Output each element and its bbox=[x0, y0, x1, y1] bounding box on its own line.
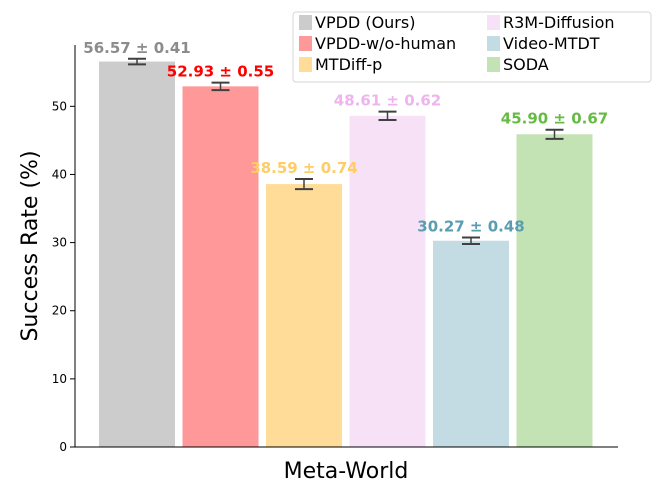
legend-frame bbox=[292, 11, 652, 83]
legend-label: Video-MTDT bbox=[503, 34, 600, 53]
bar-value-label: 38.59 ± 0.74 bbox=[250, 159, 357, 177]
bar-value-label: 56.57 ± 0.41 bbox=[83, 39, 190, 57]
y-tick-label: 30 bbox=[52, 236, 67, 250]
y-tick-label: 20 bbox=[52, 304, 67, 318]
legend-label: SODA bbox=[503, 55, 549, 74]
y-ticks-group: 0 10 20 30 40 50 bbox=[52, 99, 75, 454]
bar-value-label: 45.90 ± 0.67 bbox=[501, 110, 608, 128]
legend-swatch bbox=[487, 15, 500, 30]
y-tick-label: 50 bbox=[52, 99, 67, 113]
legend-label: VPDD (Ours) bbox=[315, 13, 415, 32]
y-tick-label: 10 bbox=[52, 372, 67, 386]
legend: VPDD (Ours) VPDD-w/o-human MTDiff-p R3M-Dif… bbox=[292, 11, 652, 83]
legend-label: VPDD-w/o-human bbox=[315, 34, 456, 53]
bar-value-label: 30.27 ± 0.48 bbox=[417, 217, 524, 235]
bar bbox=[266, 184, 342, 447]
bar-value-label: 52.93 ± 0.55 bbox=[167, 63, 274, 81]
bars-group bbox=[99, 61, 593, 448]
legend-label: R3M-Diffusion bbox=[503, 13, 615, 32]
bar bbox=[433, 240, 509, 447]
legend-swatch bbox=[299, 57, 312, 72]
y-tick-label: 40 bbox=[52, 167, 67, 181]
bar bbox=[182, 86, 259, 447]
legend-swatch bbox=[487, 36, 500, 51]
bar-labels-group: 56.57 ± 0.41 52.93 ± 0.55 38.59 ± 0.74 48.6… bbox=[83, 39, 608, 236]
y-tick-label: 0 bbox=[59, 440, 67, 454]
axes-group bbox=[74, 45, 618, 448]
x-axis-title: Meta-World bbox=[284, 459, 409, 484]
y-axis-title: Success Rate (%) bbox=[18, 150, 43, 341]
legend-swatch bbox=[299, 15, 312, 30]
legend-swatch bbox=[299, 36, 312, 51]
bar bbox=[349, 115, 426, 448]
bar bbox=[99, 61, 175, 448]
legend-swatch bbox=[487, 57, 500, 72]
bar bbox=[516, 134, 593, 447]
bar-value-label: 48.61 ± 0.62 bbox=[334, 92, 441, 110]
legend-label: MTDiff-p bbox=[315, 55, 382, 74]
error-bars-group bbox=[128, 57, 564, 246]
